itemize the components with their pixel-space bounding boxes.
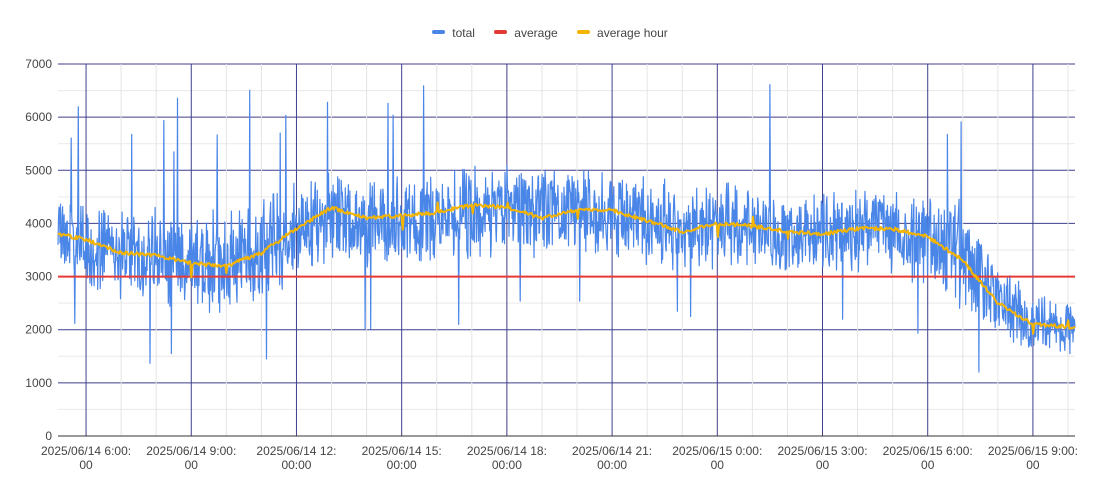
x-tick-label: 2025/06/14 12:	[256, 444, 336, 458]
series-layer	[57, 84, 1076, 373]
y-tick-label: 7000	[25, 57, 52, 71]
legend-label-total: total	[452, 25, 475, 40]
y-tick-label: 4000	[25, 216, 52, 230]
y-tick-label: 6000	[25, 110, 52, 124]
legend-swatch-average	[494, 29, 508, 34]
y-tick-label: 2000	[25, 323, 52, 337]
x-tick-label: 2025/06/14 6:00:	[41, 444, 131, 458]
x-tick-label: 00	[1026, 458, 1040, 472]
x-tick-label: 00:00	[281, 458, 311, 472]
x-tick-label: 2025/06/14 9:00:	[146, 444, 236, 458]
legend-item-total[interactable]: total	[432, 25, 475, 40]
axis-layer: 0 1000 2000 3000 4000 5000 6000 7000 2025/06/14 …	[25, 57, 1078, 472]
legend-label-average: average	[514, 25, 558, 40]
x-tick-label: 00	[79, 458, 93, 472]
x-tick-label: 00	[816, 458, 830, 472]
legend: total average average hour	[0, 25, 1100, 40]
legend-label-average-hour: average hour	[597, 25, 668, 40]
series-line-average-hour	[57, 201, 1076, 335]
x-tick-label: 00	[185, 458, 199, 472]
legend-swatch-total	[432, 29, 446, 34]
x-tick-label: 2025/06/15 3:00:	[777, 444, 867, 458]
x-tick-label: 00:00	[492, 458, 522, 472]
x-tick-label: 2025/06/14 18:	[467, 444, 547, 458]
x-tick-label: 2025/06/15 0:00:	[672, 444, 762, 458]
y-tick-label: 1000	[25, 376, 52, 390]
y-tick-label: 5000	[25, 163, 52, 177]
x-tick-label: 2025/06/14 15:	[362, 444, 442, 458]
x-tick-label: 2025/06/15 9:00:	[988, 444, 1078, 458]
legend-item-average-hour[interactable]: average hour	[577, 25, 668, 40]
y-tick-label: 3000	[25, 270, 52, 284]
legend-item-average[interactable]: average	[494, 25, 558, 40]
y-tick-label: 0	[45, 429, 52, 443]
legend-swatch-average-hour	[577, 29, 591, 34]
x-tick-label: 00	[711, 458, 725, 472]
x-tick-label: 2025/06/14 21:	[572, 444, 652, 458]
x-tick-label: 00	[921, 458, 935, 472]
x-tick-label: 00:00	[387, 458, 417, 472]
x-tick-label: 00:00	[597, 458, 627, 472]
x-tick-label: 2025/06/15 6:00:	[883, 444, 973, 458]
series-line-total	[57, 84, 1076, 373]
grid-layer	[58, 63, 1075, 436]
